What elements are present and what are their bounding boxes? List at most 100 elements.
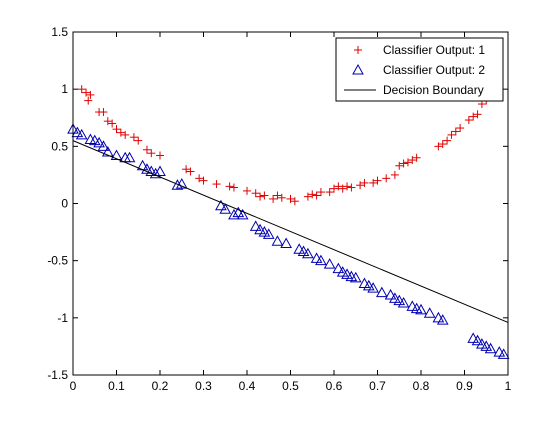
data-point-class2 xyxy=(123,151,136,163)
data-point-class2 xyxy=(141,163,153,174)
data-point-class1 xyxy=(77,85,86,94)
data-point-class1 xyxy=(399,159,408,168)
series-layer xyxy=(67,85,510,359)
data-point-class1 xyxy=(395,161,404,170)
data-point-class2 xyxy=(215,199,227,211)
data-point-class2 xyxy=(423,307,436,318)
data-point-class1 xyxy=(112,125,121,134)
data-point-class2 xyxy=(280,237,292,249)
data-point-class2 xyxy=(302,247,314,259)
x-tick-label: 0.1 xyxy=(108,379,125,393)
data-point-class1 xyxy=(186,167,195,176)
data-point-class2 xyxy=(75,128,88,140)
data-point-class1 xyxy=(447,130,456,139)
data-point-class1 xyxy=(147,149,156,158)
y-tick-label: 1 xyxy=(61,82,68,96)
data-point-class1 xyxy=(434,142,443,151)
data-point-class2 xyxy=(262,228,275,239)
data-point-class1 xyxy=(286,194,295,203)
data-point-class1 xyxy=(212,180,221,189)
data-point-class1 xyxy=(182,165,191,174)
data-point-class1 xyxy=(251,189,260,198)
x-tick-label: 0.6 xyxy=(326,379,343,393)
data-point-class2 xyxy=(145,165,158,176)
data-point-class2 xyxy=(397,296,410,308)
data-point-class2 xyxy=(341,268,353,279)
data-point-class1 xyxy=(273,191,282,200)
data-point-class2 xyxy=(432,311,445,323)
data-point-class1 xyxy=(469,112,478,121)
data-point-class2 xyxy=(476,338,488,349)
data-point-class2 xyxy=(149,167,162,179)
data-point-class1 xyxy=(269,194,278,203)
series-3 xyxy=(72,140,509,323)
x-tick-label: 0.8 xyxy=(413,379,430,393)
data-point-class1 xyxy=(456,124,465,133)
data-point-class2 xyxy=(389,292,401,303)
legend-label: Decision Boundary xyxy=(383,83,484,97)
series-2 xyxy=(67,123,510,359)
data-point-class1 xyxy=(199,176,208,185)
data-point-class1 xyxy=(325,188,334,197)
data-point-class2 xyxy=(219,203,232,214)
data-point-class1 xyxy=(312,191,321,200)
y-tick-label: -1.5 xyxy=(47,368,68,382)
x-tick-label: 0.4 xyxy=(239,379,256,393)
data-point-class1 xyxy=(443,136,452,145)
data-point-class2 xyxy=(358,277,371,289)
y-tick-label: -0.5 xyxy=(47,254,68,268)
data-point-class2 xyxy=(315,254,327,266)
y-tick-label: 0.5 xyxy=(51,139,68,153)
data-point-class2 xyxy=(480,340,493,351)
data-point-class1 xyxy=(438,140,447,149)
data-point-class1 xyxy=(464,116,473,125)
data-point-class1 xyxy=(316,188,325,197)
y-tick-label: 0 xyxy=(61,197,68,211)
data-point-class2 xyxy=(154,165,166,176)
data-point-class1 xyxy=(338,184,347,193)
data-point-class1 xyxy=(330,184,338,193)
data-point-class1 xyxy=(129,133,138,142)
data-point-class2 xyxy=(349,271,362,283)
data-point-class1 xyxy=(108,119,117,128)
x-tick-label: 0.3 xyxy=(195,379,212,393)
x-tick-label: 0 xyxy=(70,379,77,393)
data-point-class1 xyxy=(473,110,482,119)
x-tick-label: 0.2 xyxy=(152,379,169,393)
data-point-class2 xyxy=(323,258,336,269)
data-point-class2 xyxy=(415,303,427,315)
data-point-class1 xyxy=(84,96,93,105)
data-point-class1 xyxy=(243,186,251,195)
data-point-class1 xyxy=(156,151,164,160)
data-point-class2 xyxy=(232,206,245,218)
data-point-class2 xyxy=(362,279,375,291)
data-point-class1 xyxy=(260,191,269,200)
data-point-class2 xyxy=(258,226,271,237)
data-point-class2 xyxy=(493,346,506,357)
data-point-class2 xyxy=(497,348,510,359)
data-point-class1 xyxy=(277,193,286,202)
data-point-class2 xyxy=(236,208,249,220)
data-point-class1 xyxy=(382,174,391,183)
legend-entry-2: Classifier Output: 2 xyxy=(352,63,485,77)
data-point-class1 xyxy=(121,130,130,139)
data-point-class2 xyxy=(384,288,397,300)
x-tick-label: 0.5 xyxy=(282,379,299,393)
axes-layer: 0 0.1 0.2 0.3 0.4 0.5 0.6 0.7 0.8 0.9 1 1.5 1 0.5 0 -0.… xyxy=(47,25,511,393)
data-point-class1 xyxy=(451,127,460,136)
data-point-class2 xyxy=(88,134,101,146)
data-point-class2 xyxy=(310,252,323,263)
data-point-class2 xyxy=(332,262,345,274)
data-point-class1 xyxy=(412,153,421,162)
legend-entry-1: Classifier Output: 1 xyxy=(354,43,485,57)
data-point-class1 xyxy=(303,192,312,201)
data-point-class2 xyxy=(293,243,306,254)
data-point-class2 xyxy=(471,334,484,346)
data-point-class1 xyxy=(308,190,317,199)
data-point-class2 xyxy=(297,245,310,257)
data-point-class2 xyxy=(71,126,84,138)
x-tick-label: 1 xyxy=(505,379,512,393)
data-point-class2 xyxy=(376,286,388,298)
